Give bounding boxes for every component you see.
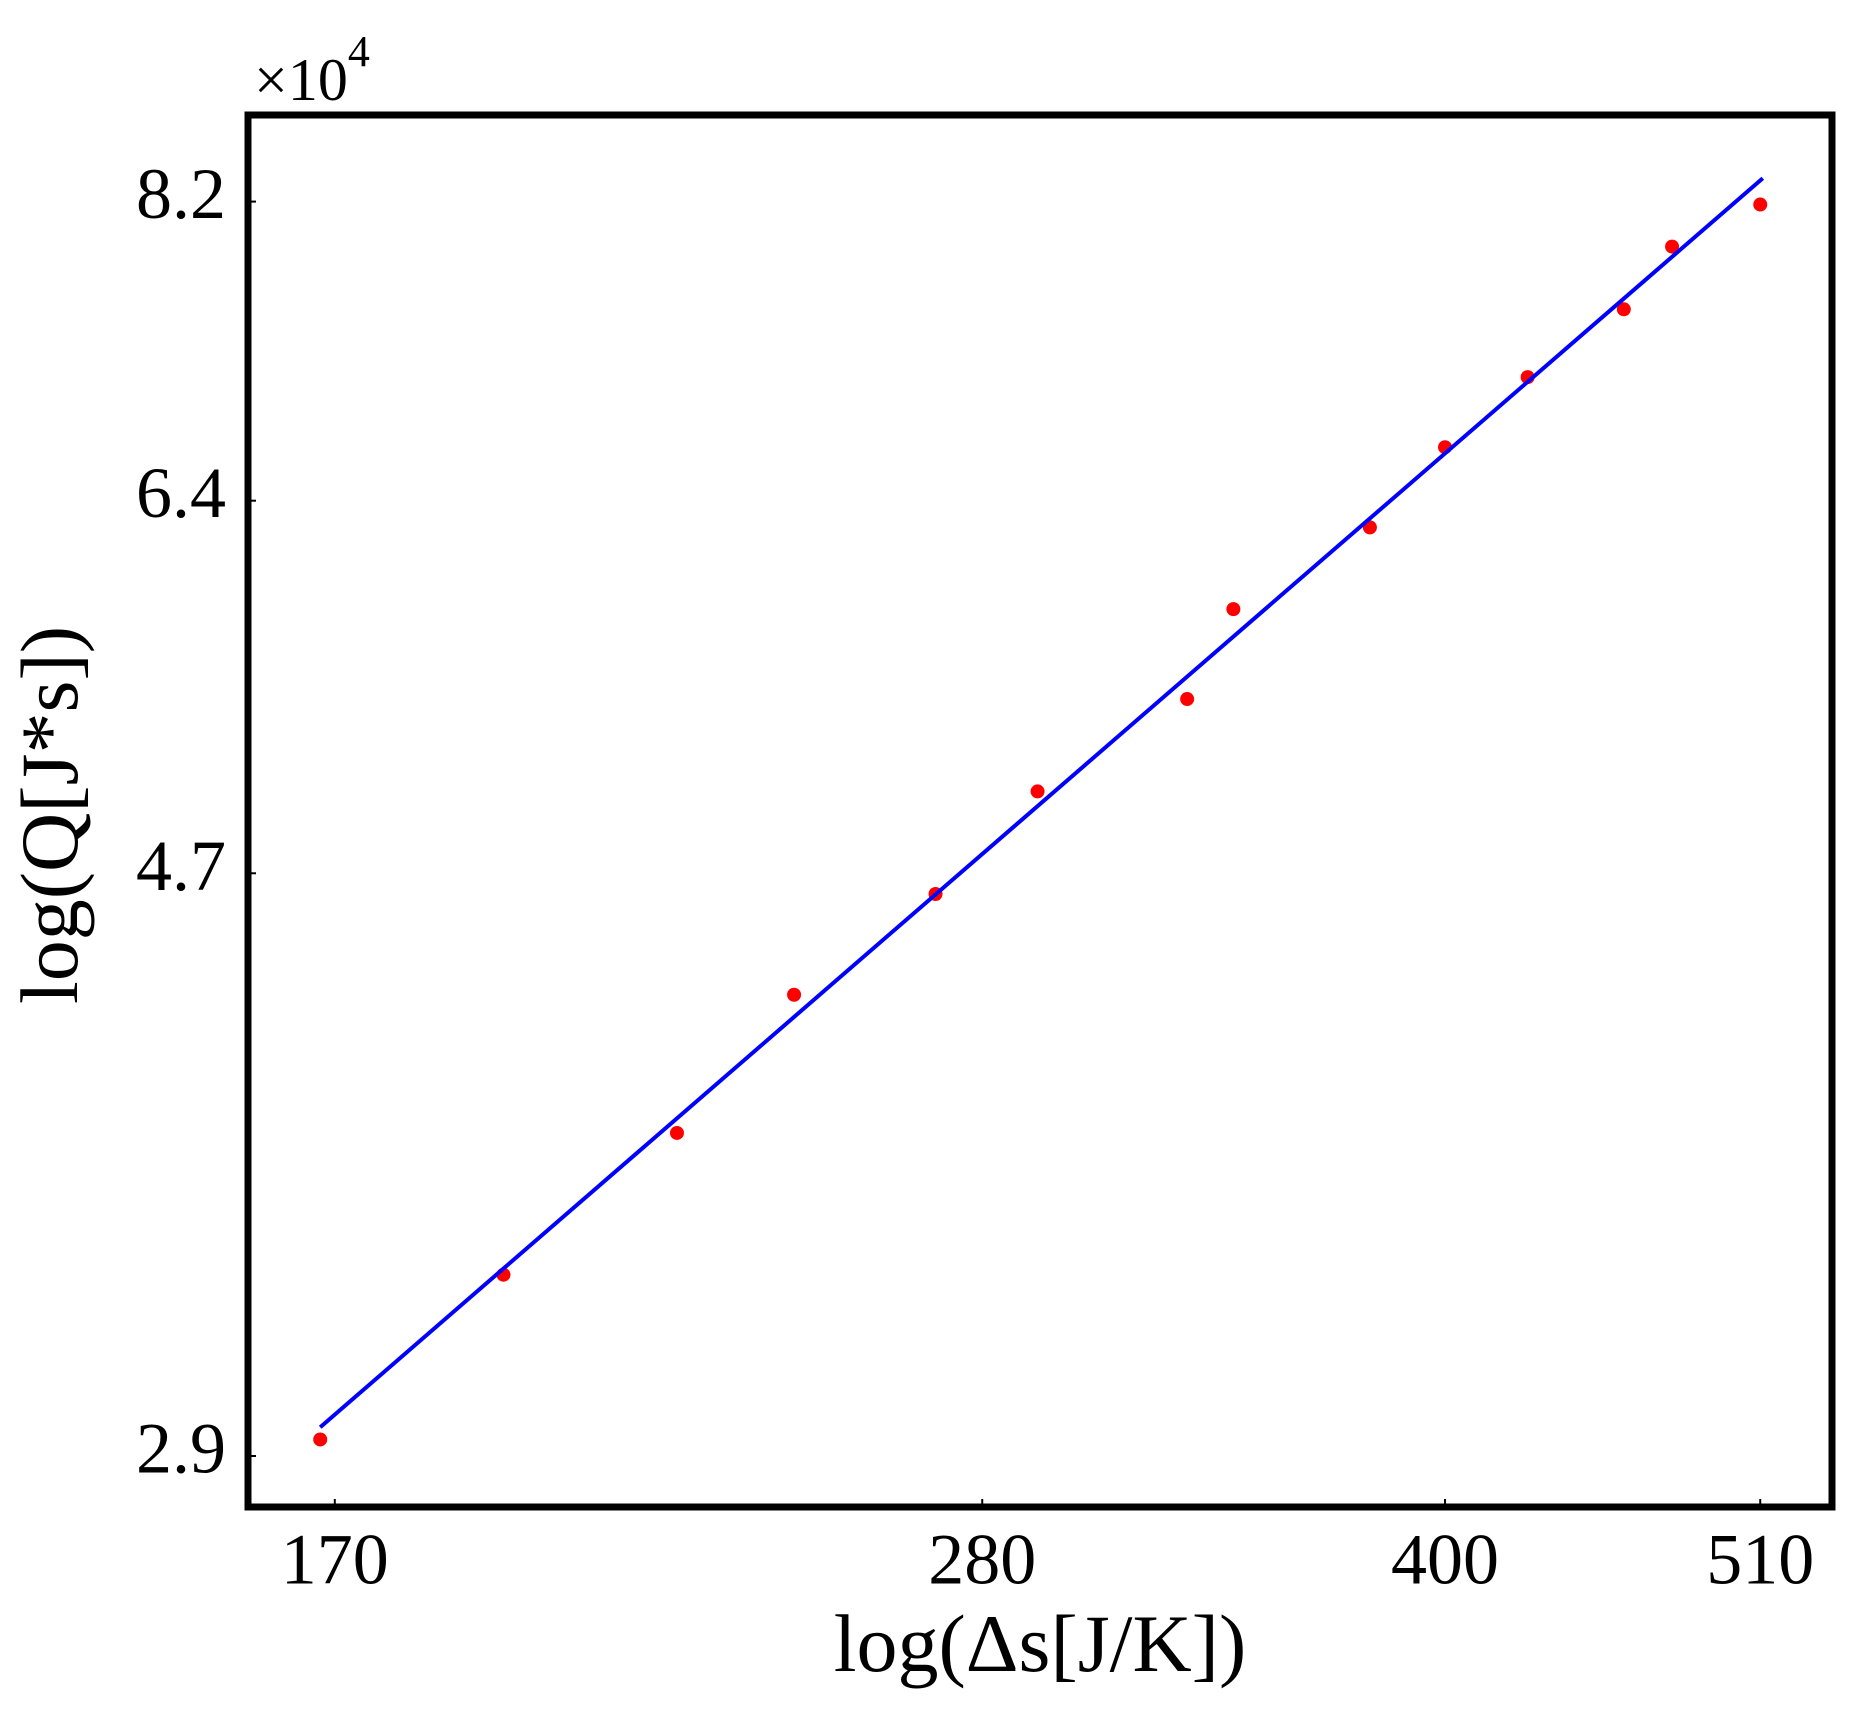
y-offset-exponent: 4 xyxy=(348,27,370,76)
plot-frame xyxy=(244,111,1836,1511)
x-tick-label: 400 xyxy=(1391,1520,1499,1600)
data-point xyxy=(1030,784,1045,799)
data-point xyxy=(669,1125,684,1140)
x-tick-label: 280 xyxy=(928,1520,1036,1600)
data-point xyxy=(313,1432,328,1447)
data-point xyxy=(1616,302,1631,317)
y-tick-label: 2.9 xyxy=(136,1409,226,1489)
y-tick-label: 4.7 xyxy=(136,826,226,906)
x-tick-label: 170 xyxy=(281,1520,389,1600)
data-point xyxy=(1180,692,1195,707)
x-tick-label: 510 xyxy=(1706,1520,1814,1600)
data-point xyxy=(1226,602,1241,617)
y-offset-text: ×104 xyxy=(254,27,370,113)
y-tick-label: 6.4 xyxy=(136,453,226,533)
y-offset-base: ×10 xyxy=(254,47,348,113)
y-tick-label: 8.2 xyxy=(136,154,226,234)
data-point xyxy=(1753,197,1768,212)
data-point xyxy=(1665,239,1680,254)
x-axis-label: log(Δs[J/K]) xyxy=(834,1598,1247,1689)
fit-line xyxy=(318,176,1765,1429)
data-point xyxy=(787,987,802,1002)
y-axis-label: log(Q[J*s]) xyxy=(4,626,95,1004)
